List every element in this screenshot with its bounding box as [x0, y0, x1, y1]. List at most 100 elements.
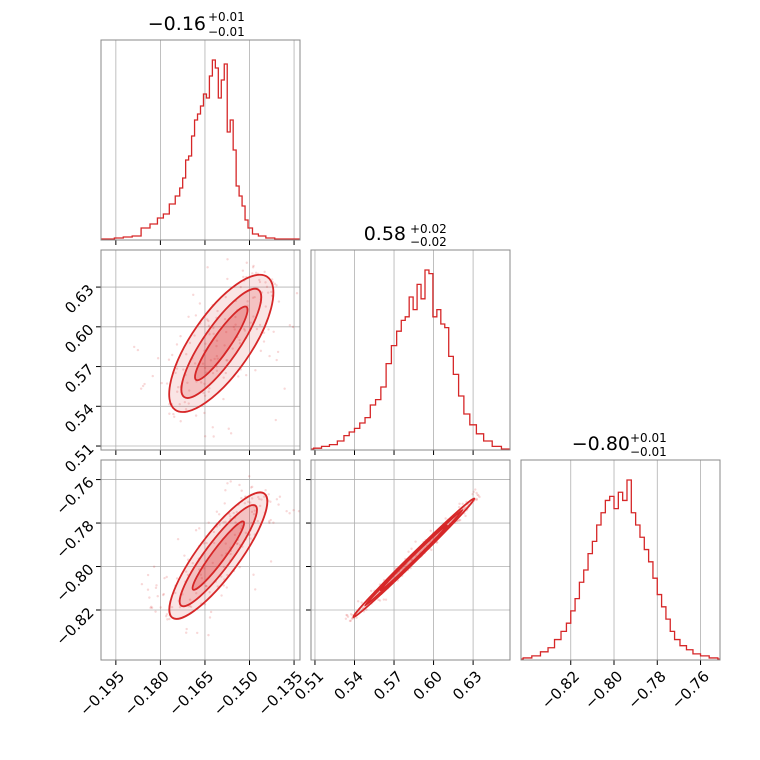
- title-p3-main: −0.80: [572, 433, 630, 455]
- xtick-p3-0: −0.82: [538, 667, 583, 712]
- panel-p1-p3-point: [170, 605, 174, 609]
- panel-p1-p3-point: [226, 573, 229, 577]
- panel-p2-p3-point: [348, 619, 352, 623]
- panel-p1-p3-point: [226, 482, 229, 485]
- panel-p1-p2-point: [239, 285, 242, 289]
- panel-p1-p2-point: [275, 358, 278, 362]
- panel-p1-p2-point: [182, 368, 185, 371]
- panel-p1-p2-point: [183, 400, 187, 404]
- panel-p1-p2-point: [151, 374, 154, 378]
- panel-p2-p3-point: [429, 529, 432, 532]
- panel-p1-p2-point: [275, 284, 278, 287]
- panel-p1-p2-point: [258, 323, 262, 327]
- hist-p3-steps: [521, 479, 720, 660]
- panel-p1-p2-point: [175, 367, 179, 370]
- panel-p1-p2-point: [238, 338, 241, 342]
- panel-p1-p2-point: [266, 291, 270, 294]
- panel-p1-p3-point: [208, 591, 211, 594]
- panel-p1-p2-point: [187, 402, 190, 405]
- panel-p1-p2-point: [213, 357, 216, 361]
- panel-p1-p2-point: [211, 371, 215, 375]
- panel-p2-p3-point: [349, 619, 353, 622]
- panel-p1-p3-point: [184, 570, 188, 573]
- panel-p1-p2-point: [243, 329, 247, 332]
- panel-p1-p3-point: [249, 486, 253, 489]
- xtick-p2-1: 0.54: [331, 667, 367, 703]
- panel-p1-p2-frame: [100, 249, 301, 451]
- xtick-p1-2: −0.165: [165, 667, 217, 719]
- panel-p1-p3-point: [176, 537, 180, 541]
- panel-p1-p2-point: [194, 314, 198, 317]
- panel-p1-p2-point: [156, 357, 160, 360]
- panel-p1-p3-point: [288, 512, 291, 515]
- panel-p1-p2-point: [194, 414, 198, 417]
- panel-p1-p3-point: [146, 588, 150, 591]
- panel-p1-p2-point: [143, 382, 146, 386]
- panel-p1-p2-point: [206, 266, 209, 269]
- title-p3-sup: +0.01: [630, 431, 667, 445]
- panel-p2-p3-point: [476, 493, 479, 497]
- panel-p2-p3-contours: [352, 497, 476, 619]
- panel-p1-p2-point: [222, 397, 225, 401]
- panel-p1-p3-point: [216, 585, 219, 588]
- panel-p1-p3-point: [154, 586, 158, 590]
- panel-p1-p3-point: [252, 573, 255, 576]
- panel-p1-p2-point: [249, 321, 252, 324]
- panel-p1-p3-point: [202, 542, 206, 545]
- panel-p1-p2-point: [245, 373, 248, 377]
- panel-p1-p2-point: [175, 343, 179, 346]
- panel-p1-p3-point: [285, 509, 288, 513]
- panel-p1-p3-point: [198, 527, 201, 530]
- panel-p1-p3-point: [174, 591, 177, 595]
- panel-p1-p2-contour-inner: [194, 305, 249, 382]
- panel-p1-p2-point: [262, 340, 266, 343]
- panel-p1-p3-point: [267, 493, 270, 496]
- panel-p1-p2-point: [264, 281, 267, 284]
- panel-p1-p2-point: [225, 359, 228, 362]
- panel-p1-p2-point: [212, 435, 215, 438]
- panel-p2-p3-point: [356, 600, 360, 603]
- panel-p1-p2-point: [274, 418, 277, 422]
- panel-p1-p3-point: [224, 520, 227, 523]
- panel-p1-p2-point: [262, 331, 266, 334]
- xtick-p1-1: −0.180: [121, 667, 173, 719]
- panel-p1-p3-point: [250, 521, 253, 525]
- panel-p1-p3-point: [149, 606, 152, 609]
- ytick-p2-2: 0.57: [61, 360, 97, 396]
- panel-p1-p3-point: [235, 510, 238, 514]
- panel-p1-p2-point: [192, 293, 195, 297]
- panel-p1-p3-point: [277, 503, 280, 506]
- panel-p1-p3-point: [275, 498, 279, 501]
- panel-p1-p2-point: [246, 300, 249, 303]
- ytick-p3-1: −0.80: [52, 560, 97, 605]
- panel-p1-p3-point: [250, 510, 254, 514]
- panel-p1-p2-point: [268, 354, 271, 358]
- panel-p1-p2-point: [264, 305, 267, 308]
- panel-p2-p3-point: [444, 517, 447, 520]
- panel-p1-p2-point: [227, 427, 230, 430]
- panel-p2-p3-frame: [310, 459, 511, 661]
- panel-p1-p3-point: [262, 495, 266, 498]
- title-p2-sub: −0.02: [410, 235, 447, 249]
- panel-p1-p2-point: [227, 241, 229, 243]
- panel-p1-p3-point: [225, 586, 228, 589]
- panel-p1-p2-point: [238, 342, 242, 345]
- panel-p1-p2-point: [283, 387, 286, 390]
- panel-p1-p2-point: [132, 345, 136, 349]
- panel-p1-p3-point: [146, 573, 150, 577]
- panel-p1-p2-point: [226, 258, 229, 261]
- panel-p1-p3-point: [220, 594, 223, 597]
- panel-p1-p3-point: [248, 475, 251, 478]
- panel-p1-p2-point: [254, 369, 257, 372]
- panel-p1-p3-point: [211, 561, 214, 565]
- panel-p2-p3-point: [346, 614, 349, 617]
- panel-p1-p2-point: [224, 371, 227, 375]
- hist-p3-frame: [520, 459, 721, 661]
- panel-p1-p2-point: [226, 359, 229, 362]
- panel-p1-p2-contour-mid: [180, 287, 263, 399]
- panel-p1-p3-point: [247, 500, 250, 504]
- title-p1: −0.16 +0.01 −0.01: [148, 10, 245, 39]
- panel-p1-p3-point: [200, 576, 204, 580]
- panel-p1-p3-point: [202, 567, 206, 570]
